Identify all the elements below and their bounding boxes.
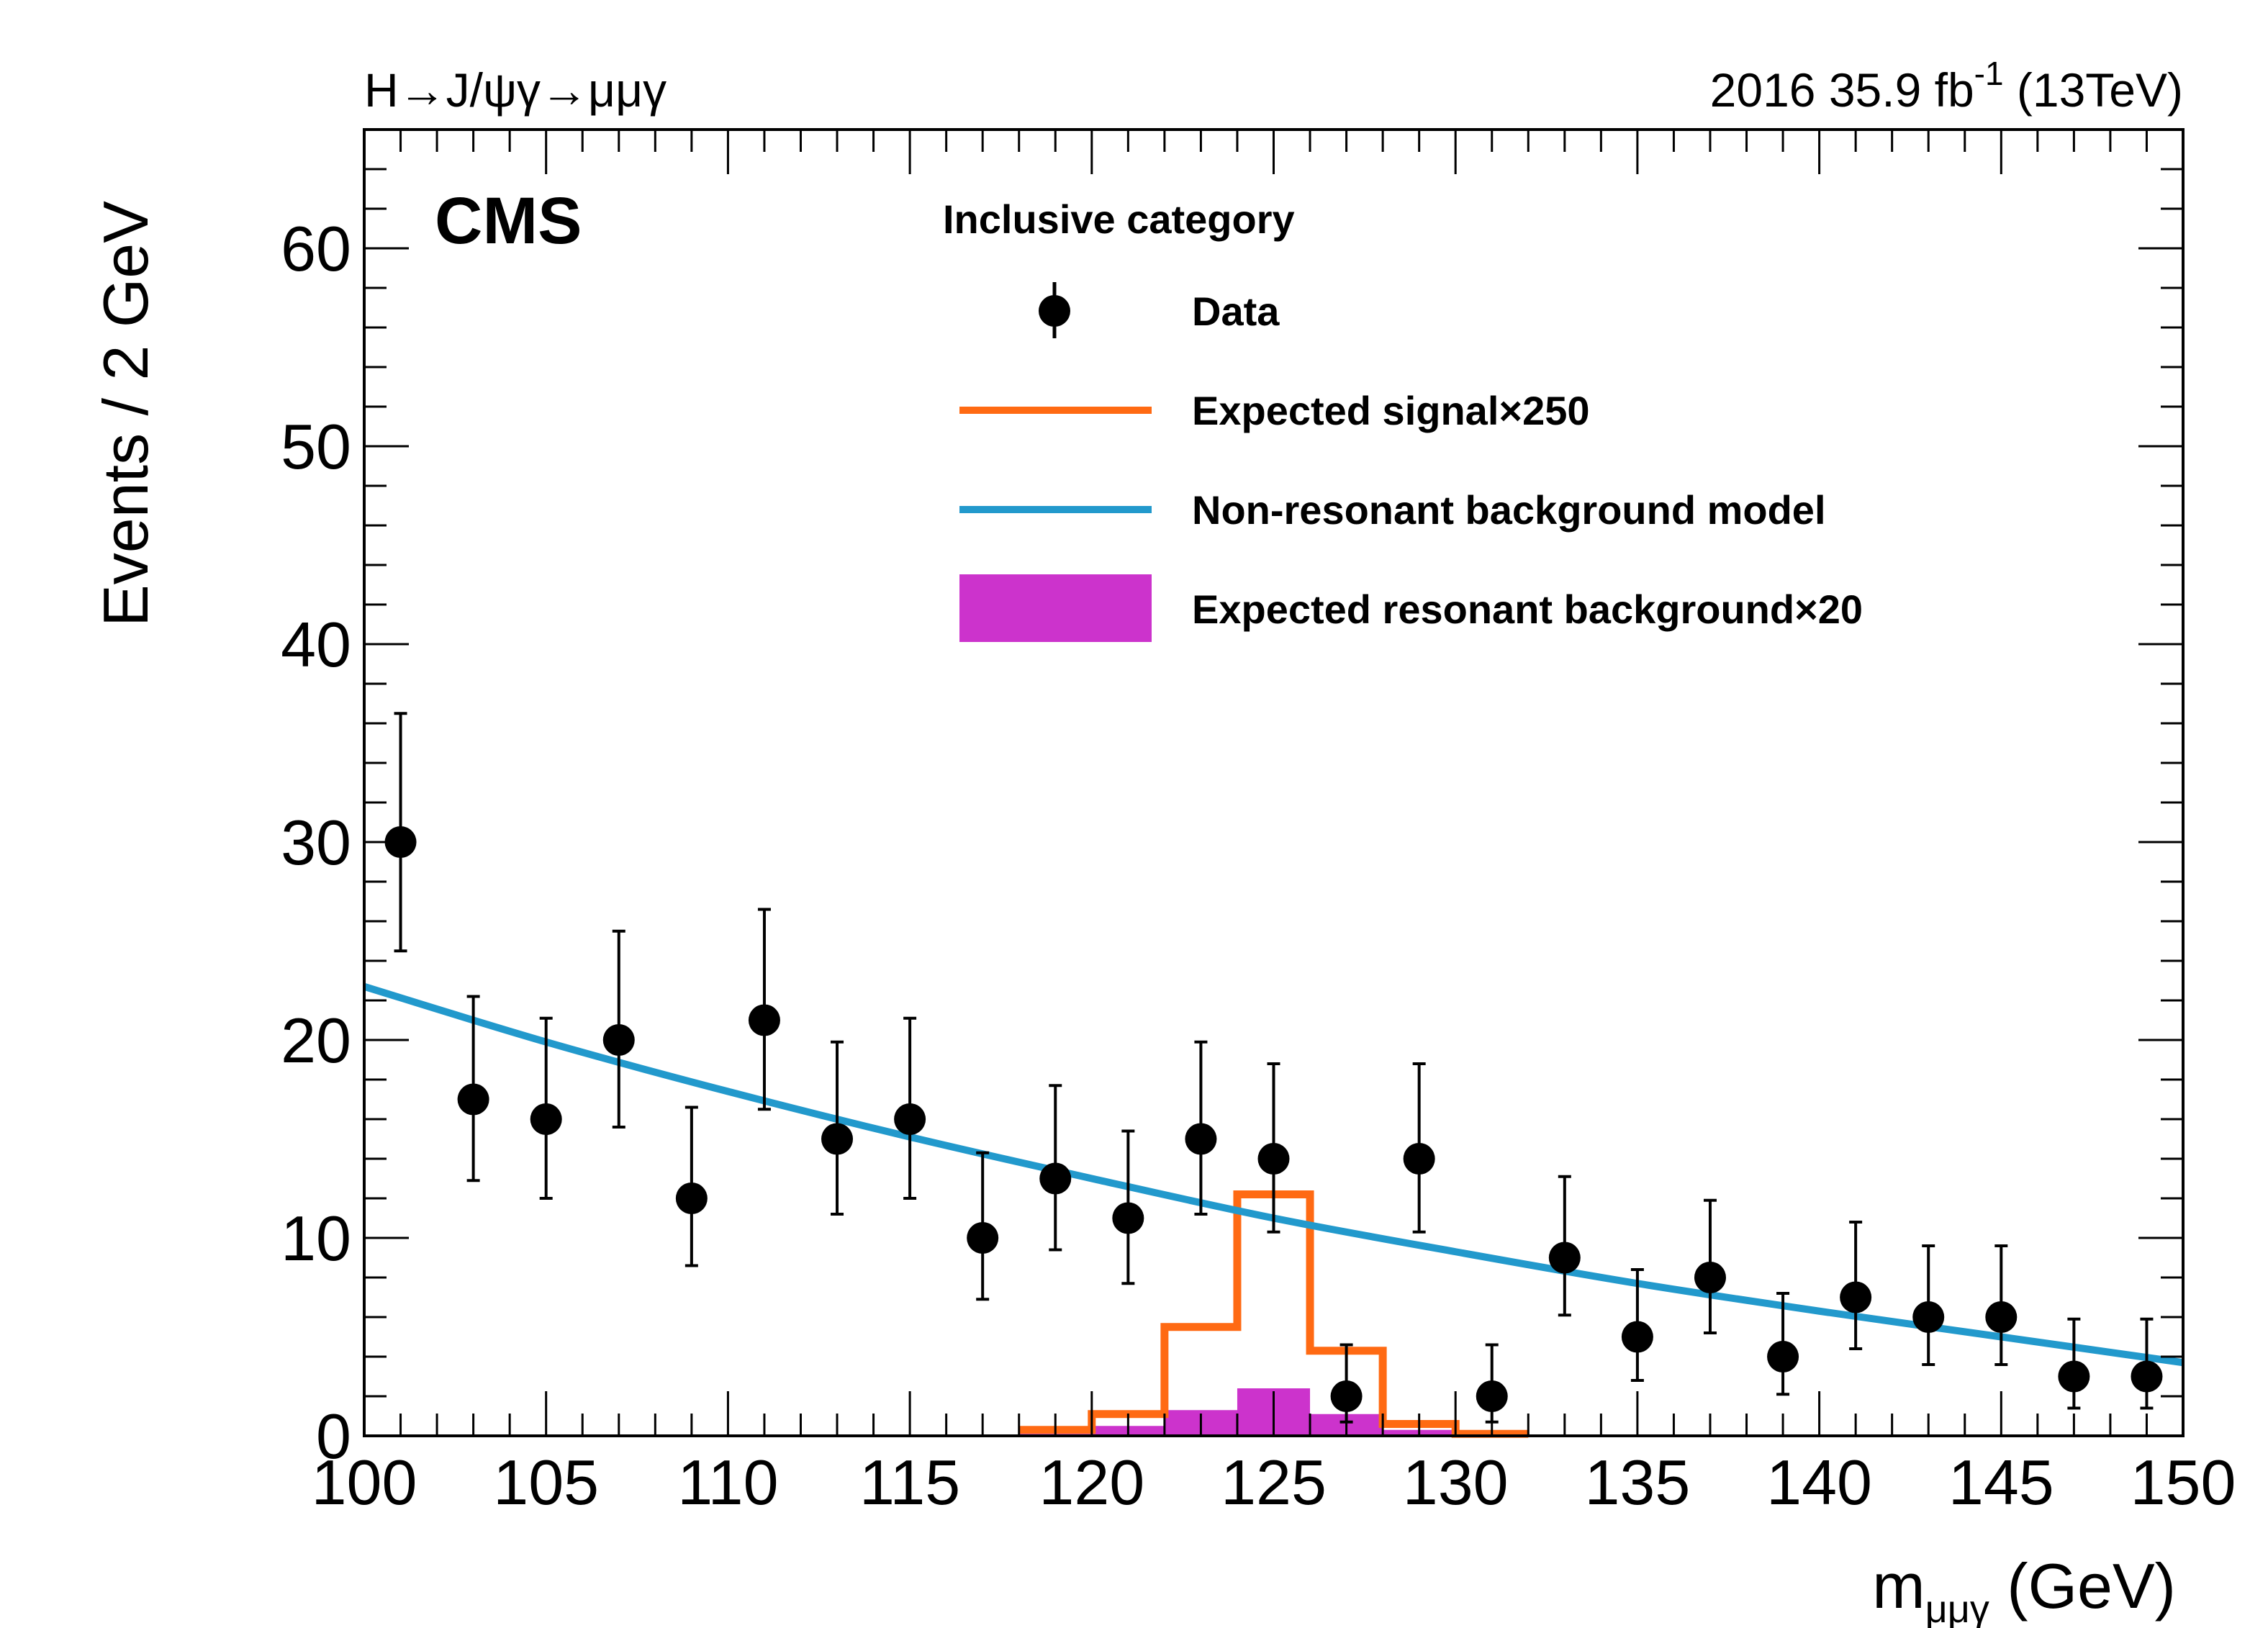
data-point xyxy=(1985,1301,2018,1333)
legend-resonant-label: Expected resonant background×20 xyxy=(1192,587,1863,632)
legend-resonant-swatch xyxy=(959,574,1152,642)
y-tick-label: 10 xyxy=(281,1203,351,1274)
data-point xyxy=(1403,1143,1435,1175)
data-point xyxy=(1912,1301,1945,1333)
y-tick-label: 30 xyxy=(281,807,351,878)
x-tick-label: 130 xyxy=(1403,1447,1509,1518)
data-point xyxy=(530,1103,562,1135)
data-point xyxy=(602,1024,635,1056)
x-tick-label: 120 xyxy=(1039,1447,1144,1518)
background-model-series xyxy=(363,982,2184,1367)
legend-signal-label: Expected signal×250 xyxy=(1192,388,1590,433)
x-axis-title: mμμγ (GeV) xyxy=(1872,1550,2176,1628)
data-point xyxy=(1112,1202,1144,1234)
x-axis-title-unit: (GeV) xyxy=(1989,1550,2176,1622)
data-point xyxy=(1621,1321,1653,1353)
data-point xyxy=(1694,1262,1726,1293)
x-tick-label: 140 xyxy=(1766,1447,1872,1518)
x-axis-title-main: m xyxy=(1872,1550,1925,1622)
data-point xyxy=(675,1182,708,1214)
y-tick-label: 40 xyxy=(281,609,351,680)
x-tick-label: 125 xyxy=(1221,1447,1327,1518)
x-tick-label: 145 xyxy=(1948,1447,2054,1518)
process-label: H→J/ψγ→μμγ xyxy=(364,63,667,117)
data-point xyxy=(1185,1123,1217,1155)
legend-data-label: Data xyxy=(1192,289,1280,334)
x-axis-title-sub: μμγ xyxy=(1925,1588,1989,1628)
data-point xyxy=(1330,1380,1363,1412)
experiment-label: CMS xyxy=(435,184,582,258)
lumi-label: 2016 35.9 fb-1 (13TeV) xyxy=(1710,55,2183,117)
y-tick-label: 50 xyxy=(281,411,351,482)
lumi-sup: -1 xyxy=(1974,55,2004,92)
data-point xyxy=(1257,1143,1290,1175)
data-point xyxy=(1840,1281,1872,1313)
data-point xyxy=(967,1222,999,1254)
y-axis-title: Events / 2 GeV xyxy=(90,201,161,627)
x-tick-label: 150 xyxy=(2131,1447,2236,1518)
data-point xyxy=(1548,1242,1581,1274)
data-series xyxy=(384,712,2163,1424)
background-model-line xyxy=(363,982,2184,1367)
data-point xyxy=(2058,1360,2090,1393)
legend-background-label: Non-resonant background model xyxy=(1192,487,1826,533)
axes: 100 105 110 115 120 125 130 135 140 145 150 0 10 20 30… xyxy=(281,128,2236,1518)
legend: Inclusive category Data Expected signal×… xyxy=(943,196,1863,642)
x-tick-label: 135 xyxy=(1584,1447,1690,1518)
x-tick-label: 100 xyxy=(312,1447,417,1518)
lumi-main: 2016 35.9 fb xyxy=(1710,63,1974,117)
y-tick-label: 0 xyxy=(316,1401,351,1472)
data-point xyxy=(894,1103,926,1135)
x-tick-label: 105 xyxy=(493,1447,599,1518)
legend-header: Inclusive category xyxy=(943,196,1295,242)
data-point xyxy=(1767,1341,1799,1373)
legend-data-marker xyxy=(1039,295,1070,327)
lumi-energy: (13TeV) xyxy=(2004,63,2183,117)
data-point xyxy=(457,1083,489,1116)
x-tick-label: 110 xyxy=(677,1447,778,1518)
data-point xyxy=(821,1123,854,1155)
data-point xyxy=(2131,1360,2163,1393)
x-tick-label: 115 xyxy=(859,1447,960,1518)
data-point xyxy=(1476,1380,1508,1412)
data-point xyxy=(1039,1162,1072,1195)
data-point xyxy=(748,1004,780,1036)
y-tick-label: 60 xyxy=(281,213,351,284)
y-tick-label: 20 xyxy=(281,1005,351,1076)
